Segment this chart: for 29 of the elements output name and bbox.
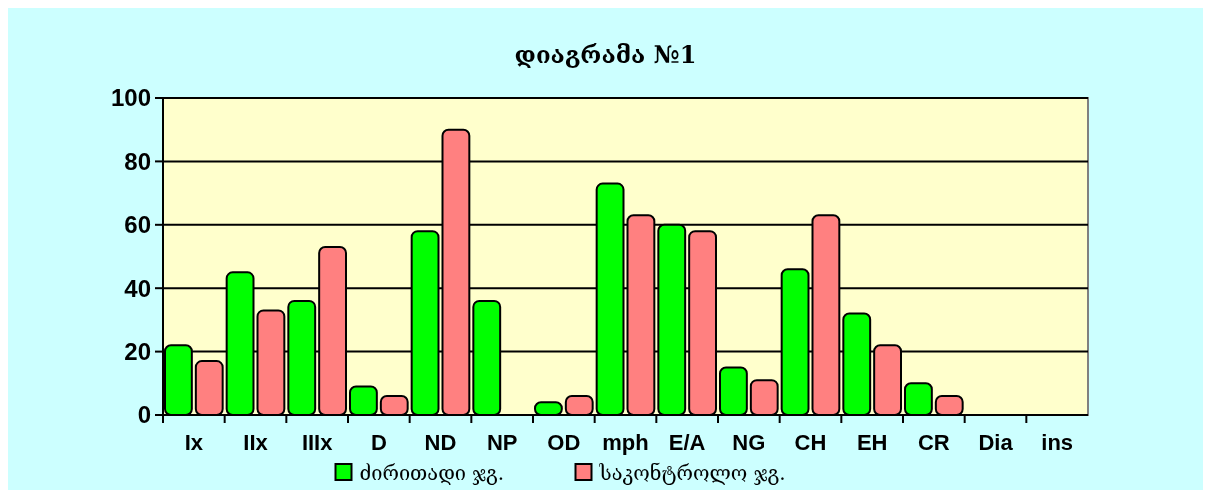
- x-tick-label: OD: [547, 430, 581, 455]
- x-tick-label: Ix: [184, 430, 204, 455]
- bar: [194, 360, 224, 416]
- x-tick-label: NG: [732, 430, 766, 455]
- bar: [349, 385, 378, 416]
- x-tick-label: CH: [794, 430, 827, 455]
- x-tick-label: ins: [1041, 430, 1074, 455]
- bar: [719, 366, 748, 416]
- x-tick-label: E/A: [668, 430, 706, 455]
- x-tick-label: IIx: [243, 430, 269, 455]
- y-tick-label: 60: [124, 211, 151, 239]
- bar: [749, 379, 779, 416]
- y-tick-label: 0: [137, 401, 151, 429]
- x-tick-label: NP: [486, 430, 518, 455]
- bar: [904, 382, 933, 416]
- y-tick-label: 20: [124, 338, 151, 365]
- x-tick-label: ND: [424, 430, 457, 455]
- y-tick-label: 80: [124, 147, 151, 175]
- x-tick-label: CR: [917, 430, 950, 455]
- x-tick-label: mph: [602, 430, 649, 455]
- chart-title: დიაგრამა №1: [514, 40, 697, 69]
- legend-label: ძირითადი ჯგ.: [359, 461, 505, 485]
- x-tick-label: D: [370, 430, 387, 455]
- x-tick-label: Dia: [978, 430, 1014, 455]
- y-tick-label: 40: [124, 274, 151, 302]
- x-tick-label: IIIx: [301, 430, 334, 455]
- y-tick-label: 100: [110, 84, 151, 112]
- x-tick-label: EH: [856, 430, 888, 455]
- legend-label: საკონტროლო ჯგ.: [598, 461, 786, 485]
